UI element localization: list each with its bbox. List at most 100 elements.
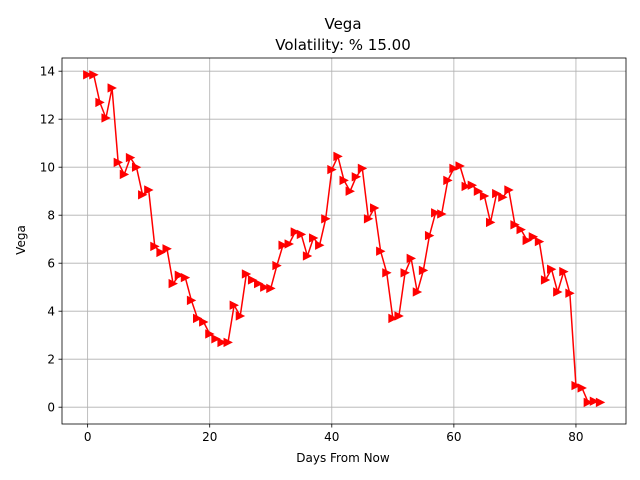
grid [62,58,626,424]
data-point [150,241,160,252]
y-tick-label: 2 [47,353,55,367]
data-point [504,185,514,195]
data-point [345,186,355,196]
data-point [418,265,429,276]
data-point [528,232,539,242]
data-point [235,311,246,321]
data-point [492,188,502,199]
data-point [193,313,203,324]
x-tick-label: 80 [568,430,583,444]
data-point [479,191,490,201]
data-point [95,97,105,108]
data-point [211,334,221,344]
data-point [168,278,178,289]
chart-title: Vega [324,15,361,33]
data-point [406,253,417,264]
data-point [284,239,294,249]
x-tick-label: 60 [446,430,461,444]
data-point [241,269,252,279]
data-point [583,397,594,408]
chart-subtitle: Volatility: % 15.00 [275,36,410,54]
data-point [138,190,148,200]
data-point [589,396,600,406]
data-point [119,169,130,180]
y-tick-label: 12 [40,113,55,127]
data-point [424,230,435,241]
data-point [125,152,136,163]
data-point [363,214,374,224]
data-point [559,266,569,277]
data-point [315,240,325,250]
data-point [174,270,185,280]
data-point [394,311,404,321]
data-point [449,163,459,174]
data-point [388,313,398,324]
data-point [565,288,575,298]
data-point [229,300,240,310]
y-tick-label: 6 [47,257,55,271]
data-point [308,233,319,243]
data-point [266,283,276,294]
series-layer [83,70,606,408]
y-axis-label: Vega [14,225,28,255]
data-point [498,192,508,202]
data-point [357,163,368,174]
data-point [223,337,233,348]
data-point [217,337,227,348]
data-point [296,229,307,240]
data-point [516,224,526,235]
data-point [534,236,545,247]
data-point [321,214,331,224]
data-point [431,208,441,218]
data-point [290,227,301,237]
data-point [247,275,258,285]
data-point [107,83,117,93]
data-point [455,161,465,171]
data-point [443,175,453,186]
data-point [510,220,520,230]
data-point [156,247,166,258]
data-point [180,272,191,283]
ticks-layer: 0 20 40 60 80 0 2 4 6 8 10 12 14 [40,65,584,444]
data-point [553,287,563,297]
data-point [272,260,282,271]
data-point [131,162,142,172]
data-point [254,278,264,289]
data-point [339,175,349,186]
data-point [382,268,392,278]
data-point [547,264,557,274]
data-point [302,251,313,261]
data-point [467,180,478,190]
data-point [412,287,423,297]
data-point [205,329,215,339]
data-point [186,295,197,306]
data-point [89,70,99,80]
data-point [485,217,496,228]
y-tick-label: 0 [47,401,55,415]
y-tick-label: 8 [47,209,55,223]
data-point [461,181,471,192]
data-point [370,203,380,213]
x-axis-label: Days From Now [296,451,390,465]
data-point [595,397,606,408]
data-point [400,268,410,278]
data-point [351,172,362,182]
data-point [278,240,288,250]
data-point [522,235,532,246]
data-point [473,186,484,196]
y-tick-label: 4 [47,305,55,319]
data-point [540,275,551,285]
data-point [113,157,124,168]
data-point [83,70,93,80]
data-point [260,282,270,292]
data-point [333,151,343,162]
x-tick-label: 0 [84,430,92,444]
data-point [577,383,587,393]
x-tick-label: 20 [202,430,217,444]
data-point [199,317,209,327]
plot-frame [61,57,627,425]
data-point [101,113,111,123]
y-tick-label: 10 [40,161,55,175]
